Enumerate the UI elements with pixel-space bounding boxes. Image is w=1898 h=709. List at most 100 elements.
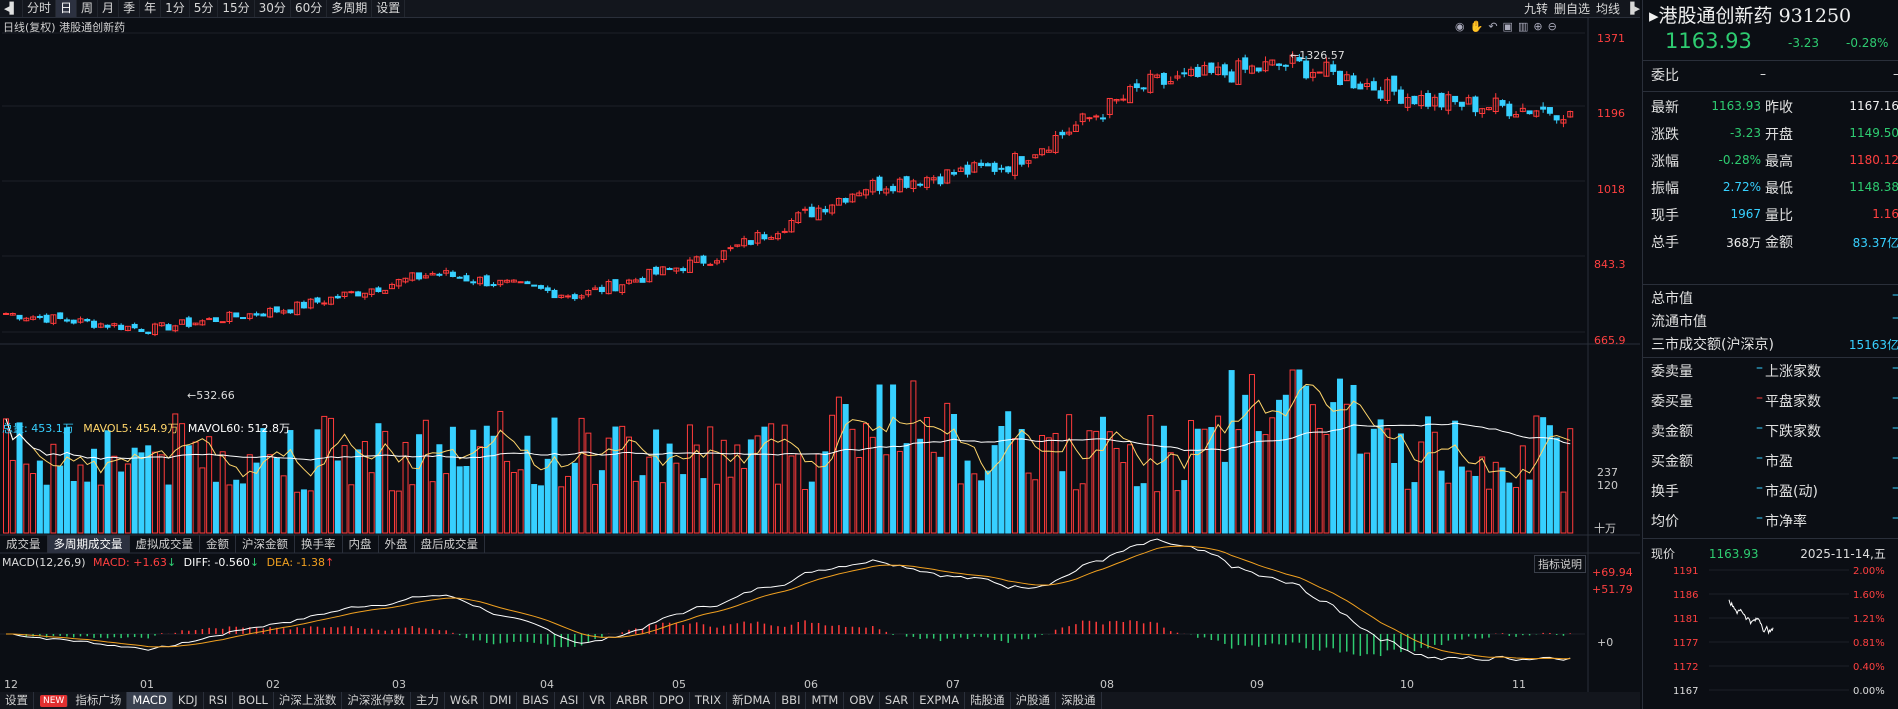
prev-arrow-icon[interactable]: ◂▌ bbox=[0, 0, 23, 17]
zoom-in-icon[interactable]: ⊕ bbox=[1533, 20, 1543, 33]
candle-body bbox=[1045, 149, 1052, 153]
tab-5min[interactable]: 5分 bbox=[190, 0, 219, 17]
tab-dmi[interactable]: DMI bbox=[484, 692, 518, 709]
jiuzhuan-button[interactable]: 九转 bbox=[1523, 2, 1548, 16]
volume-bar bbox=[1228, 370, 1235, 534]
remove-watchlist-button[interactable]: 删自选 bbox=[1553, 2, 1590, 16]
tab-main-force[interactable]: 主力 bbox=[411, 692, 445, 709]
mini-price: 1163.93 bbox=[1708, 547, 1759, 561]
candle-body bbox=[835, 197, 842, 206]
tab-inner[interactable]: 内盘 bbox=[343, 535, 379, 553]
tab-sar[interactable]: SAR bbox=[880, 692, 915, 709]
tab-15min[interactable]: 15分 bbox=[218, 0, 255, 17]
tab-1min[interactable]: 1分 bbox=[161, 0, 190, 17]
lock-icon[interactable]: ▣ bbox=[1502, 20, 1513, 33]
candle-body bbox=[998, 167, 1005, 170]
stat-label: 金额 bbox=[1765, 235, 1793, 251]
tab-hugutong[interactable]: 沪股通 bbox=[1011, 692, 1057, 709]
candle-body bbox=[510, 279, 517, 283]
tab-virtual-volume[interactable]: 虚拟成交量 bbox=[130, 535, 200, 553]
zoom-out-icon[interactable]: ⊖ bbox=[1547, 20, 1557, 33]
chart-canvas[interactable] bbox=[0, 18, 1640, 692]
volume-bar bbox=[219, 451, 226, 534]
candle-body bbox=[131, 323, 138, 329]
tab-30min[interactable]: 30分 bbox=[255, 0, 291, 17]
tab-settings[interactable]: 设置 bbox=[372, 0, 406, 17]
candle-body bbox=[1282, 64, 1289, 67]
tab-kdj[interactable]: KDJ bbox=[173, 692, 204, 709]
tab-expma[interactable]: EXPMA bbox=[914, 692, 966, 709]
tab-fenshi[interactable]: 分时 bbox=[23, 0, 57, 17]
tab-multi-volume[interactable]: 多周期成交量 bbox=[47, 535, 130, 553]
volume-bar bbox=[910, 380, 917, 534]
tab-settings-bottom[interactable]: 设置 bbox=[0, 692, 34, 709]
candle-body bbox=[233, 312, 240, 318]
tab-year[interactable]: 年 bbox=[140, 0, 162, 17]
tab-day[interactable]: 日 bbox=[56, 0, 78, 17]
next-arrow-icon[interactable]: ▐▸ bbox=[1626, 2, 1640, 15]
tab-60min[interactable]: 60分 bbox=[291, 0, 328, 17]
tab-mtm[interactable]: MTM bbox=[806, 692, 845, 709]
indicator-help-button[interactable]: 指标说明 bbox=[1534, 555, 1586, 573]
candle-body bbox=[1106, 97, 1113, 115]
stat-row: 涨幅 -0.28% 最高 1180.12 bbox=[1643, 151, 1898, 177]
stat-label: 涨幅 bbox=[1651, 154, 1679, 170]
hand-icon[interactable]: ✋ bbox=[1469, 20, 1484, 33]
tab-hs-limitup[interactable]: 沪深涨停数 bbox=[342, 692, 411, 709]
tab-month[interactable]: 月 bbox=[98, 0, 120, 17]
tab-indicator-square[interactable]: 指标广场 bbox=[70, 692, 128, 709]
volume-bar bbox=[1093, 430, 1100, 534]
volume-bar bbox=[321, 415, 328, 534]
mini-intraday-chart[interactable] bbox=[1709, 560, 1849, 709]
tab-hs-amount[interactable]: 沪深金额 bbox=[236, 535, 295, 553]
candle-body bbox=[802, 208, 809, 211]
tab-vr[interactable]: VR bbox=[584, 692, 612, 709]
tab-lugutong[interactable]: 陆股通 bbox=[965, 692, 1011, 709]
volume-bar bbox=[876, 384, 883, 534]
tab-quarter[interactable]: 季 bbox=[119, 0, 141, 17]
mini-chart-header: 现价 1163.93 2025-11-14,五 bbox=[1651, 545, 1886, 562]
tab-hs-up[interactable]: 沪深上涨数 bbox=[274, 692, 343, 709]
tab-boll[interactable]: BOLL bbox=[233, 692, 274, 709]
period-toolbar: ◂▌ 分时 日 周 月 季 年 1分 5分 15分 30分 60分 多周期 设置 bbox=[0, 0, 1640, 18]
tab-bbi[interactable]: BBI bbox=[776, 692, 807, 709]
tab-after-hours[interactable]: 盘后成交量 bbox=[415, 535, 485, 553]
tab-turnover[interactable]: 换手率 bbox=[295, 535, 343, 553]
candle-body bbox=[1519, 107, 1526, 112]
candle-body bbox=[1099, 117, 1106, 120]
tab-bias[interactable]: BIAS bbox=[517, 692, 555, 709]
candle-body bbox=[151, 323, 158, 336]
tab-week[interactable]: 周 bbox=[77, 0, 99, 17]
delete-icon[interactable]: ▥ bbox=[1517, 20, 1529, 33]
tab-arbr[interactable]: ARBR bbox=[611, 692, 654, 709]
tab-macd[interactable]: MACD bbox=[127, 692, 173, 709]
candle-body bbox=[890, 185, 897, 192]
tab-new-dma[interactable]: 新DMA bbox=[727, 692, 777, 709]
tab-asi[interactable]: ASI bbox=[555, 692, 585, 709]
tab-wr[interactable]: W&R bbox=[445, 692, 485, 709]
tab-rsi[interactable]: RSI bbox=[204, 692, 234, 709]
volume-bar bbox=[1262, 434, 1269, 534]
mini-tick-left: 1191 bbox=[1673, 566, 1699, 577]
price-tick: 1196 bbox=[1597, 107, 1625, 120]
tab-obv[interactable]: OBV bbox=[844, 692, 880, 709]
volume-bar bbox=[693, 444, 700, 534]
candle-body bbox=[138, 328, 145, 333]
tab-multi-period[interactable]: 多周期 bbox=[327, 0, 373, 17]
mini-tick-left: 1186 bbox=[1673, 590, 1699, 601]
month-label: 05 bbox=[672, 678, 686, 691]
candle-body bbox=[436, 273, 443, 276]
tab-amount[interactable]: 金额 bbox=[200, 535, 236, 553]
tab-trix[interactable]: TRIX bbox=[690, 692, 728, 709]
undo-icon[interactable]: ↶ bbox=[1488, 20, 1498, 33]
tab-outer[interactable]: 外盘 bbox=[379, 535, 415, 553]
volume-bar bbox=[477, 446, 484, 534]
candle-body bbox=[1201, 65, 1208, 76]
tab-dpo[interactable]: DPO bbox=[654, 692, 690, 709]
tab-volume[interactable]: 成交量 bbox=[0, 535, 48, 553]
volume-bar bbox=[416, 434, 423, 534]
eye-icon[interactable]: ◉ bbox=[1455, 20, 1465, 33]
tab-shengutong[interactable]: 深股通 bbox=[1056, 692, 1102, 709]
volume-bar bbox=[1418, 441, 1425, 534]
ma-button[interactable]: 均线 bbox=[1596, 2, 1621, 16]
